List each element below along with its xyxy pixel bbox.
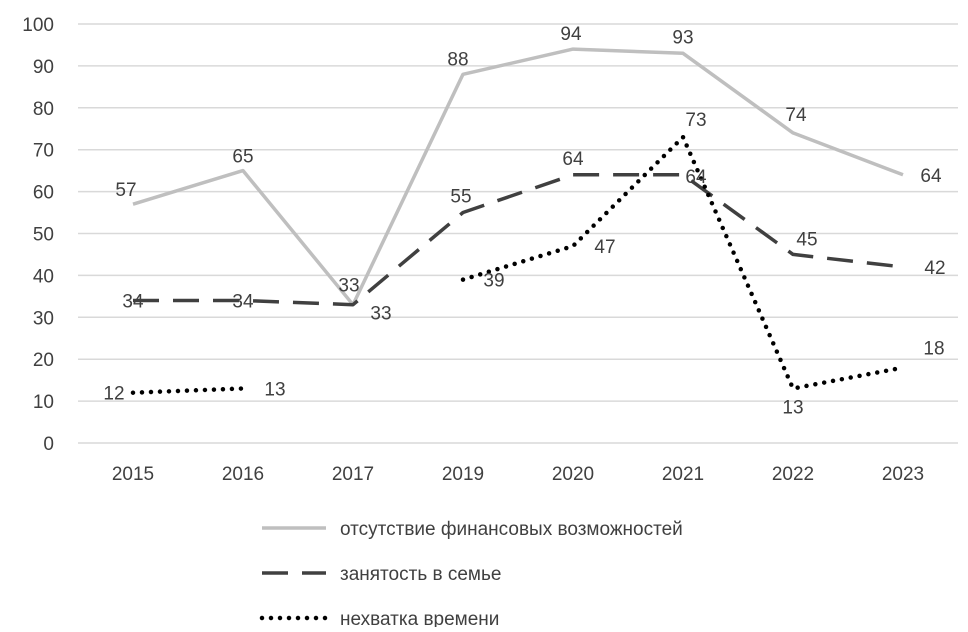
data-label-series-1-2016: 65 [232,147,253,168]
series-3-line-segment-1 [130,386,246,395]
y-tick-label-80: 80 [33,99,54,120]
series-1-line-segment-1 [132,47,904,307]
y-tick-label-70: 70 [33,141,54,162]
legend-label-series-2: занятость в семье [340,564,501,585]
data-label-series-3-2020: 47 [594,237,615,258]
legend-label-series-3: нехватка времени [340,609,499,627]
y-tick-label-40: 40 [33,266,54,287]
data-label-series-3-2022: 13 [782,398,803,419]
y-tick-label-50: 50 [33,225,54,246]
x-tick-label-2015: 2015 [112,464,154,485]
data-label-series-2-2016: 34 [232,292,254,313]
data-label-series-2-2019: 55 [450,187,471,208]
data-label-series-1-2022: 74 [785,105,807,126]
y-tick-label-0: 0 [43,434,54,455]
y-tick-label-100: 100 [22,15,54,36]
x-tick-label-2016: 2016 [222,464,264,485]
data-label-series-2-2015: 34 [122,292,144,313]
data-label-series-3-2016: 13 [264,380,285,401]
legend-label-series-1: отсутствие финансовых возможностей [340,519,683,540]
data-label-series-2-2022: 45 [796,229,817,250]
data-label-series-1-2023: 64 [920,166,942,187]
x-tick-label-2021: 2021 [662,464,704,485]
data-labels: 57 65 33 88 94 93 74 64 34 34 33 55 64 64 45 42 12 13 39 47… [103,24,945,418]
data-label-series-3-2019: 39 [483,271,504,292]
data-label-series-2-2021: 64 [685,167,707,188]
x-tick-label-2019: 2019 [442,464,484,485]
series-lines [130,47,906,395]
data-label-series-2-2017: 33 [370,304,391,325]
y-tick-label-90: 90 [33,57,54,78]
data-label-series-1-2017: 33 [338,276,359,297]
data-label-series-3-2023: 18 [923,339,944,360]
series-2-line-segment-1 [133,173,904,307]
data-label-series-1-2021: 93 [672,27,693,48]
y-tick-label-10: 10 [33,392,54,413]
x-tick-label-2023: 2023 [882,464,924,485]
gridlines [78,23,958,444]
data-label-series-3-2015: 12 [103,384,124,405]
y-axis-tick-labels: 0 10 20 30 40 50 60 70 80 90 100 [22,15,54,455]
y-tick-label-20: 20 [33,350,54,371]
data-label-series-3-2021: 73 [685,110,706,131]
legend: отсутствие финансовых возможностей занято… [259,519,683,630]
x-tick-label-2022: 2022 [772,464,814,485]
data-label-series-1-2020: 94 [560,24,582,45]
data-label-series-2-2020: 64 [562,149,584,170]
x-tick-label-2020: 2020 [552,464,594,485]
x-axis-tick-labels: 2015 2016 2017 2019 2020 2021 2022 2023 [112,464,924,485]
series-3-line-segment-2 [460,134,906,391]
data-label-series-2-2023: 42 [924,258,945,279]
data-label-series-1-2015: 57 [115,180,136,201]
y-tick-label-60: 60 [33,183,54,204]
x-tick-label-2017: 2017 [332,464,374,485]
data-label-series-1-2019: 88 [447,49,468,70]
y-tick-label-30: 30 [33,308,54,329]
